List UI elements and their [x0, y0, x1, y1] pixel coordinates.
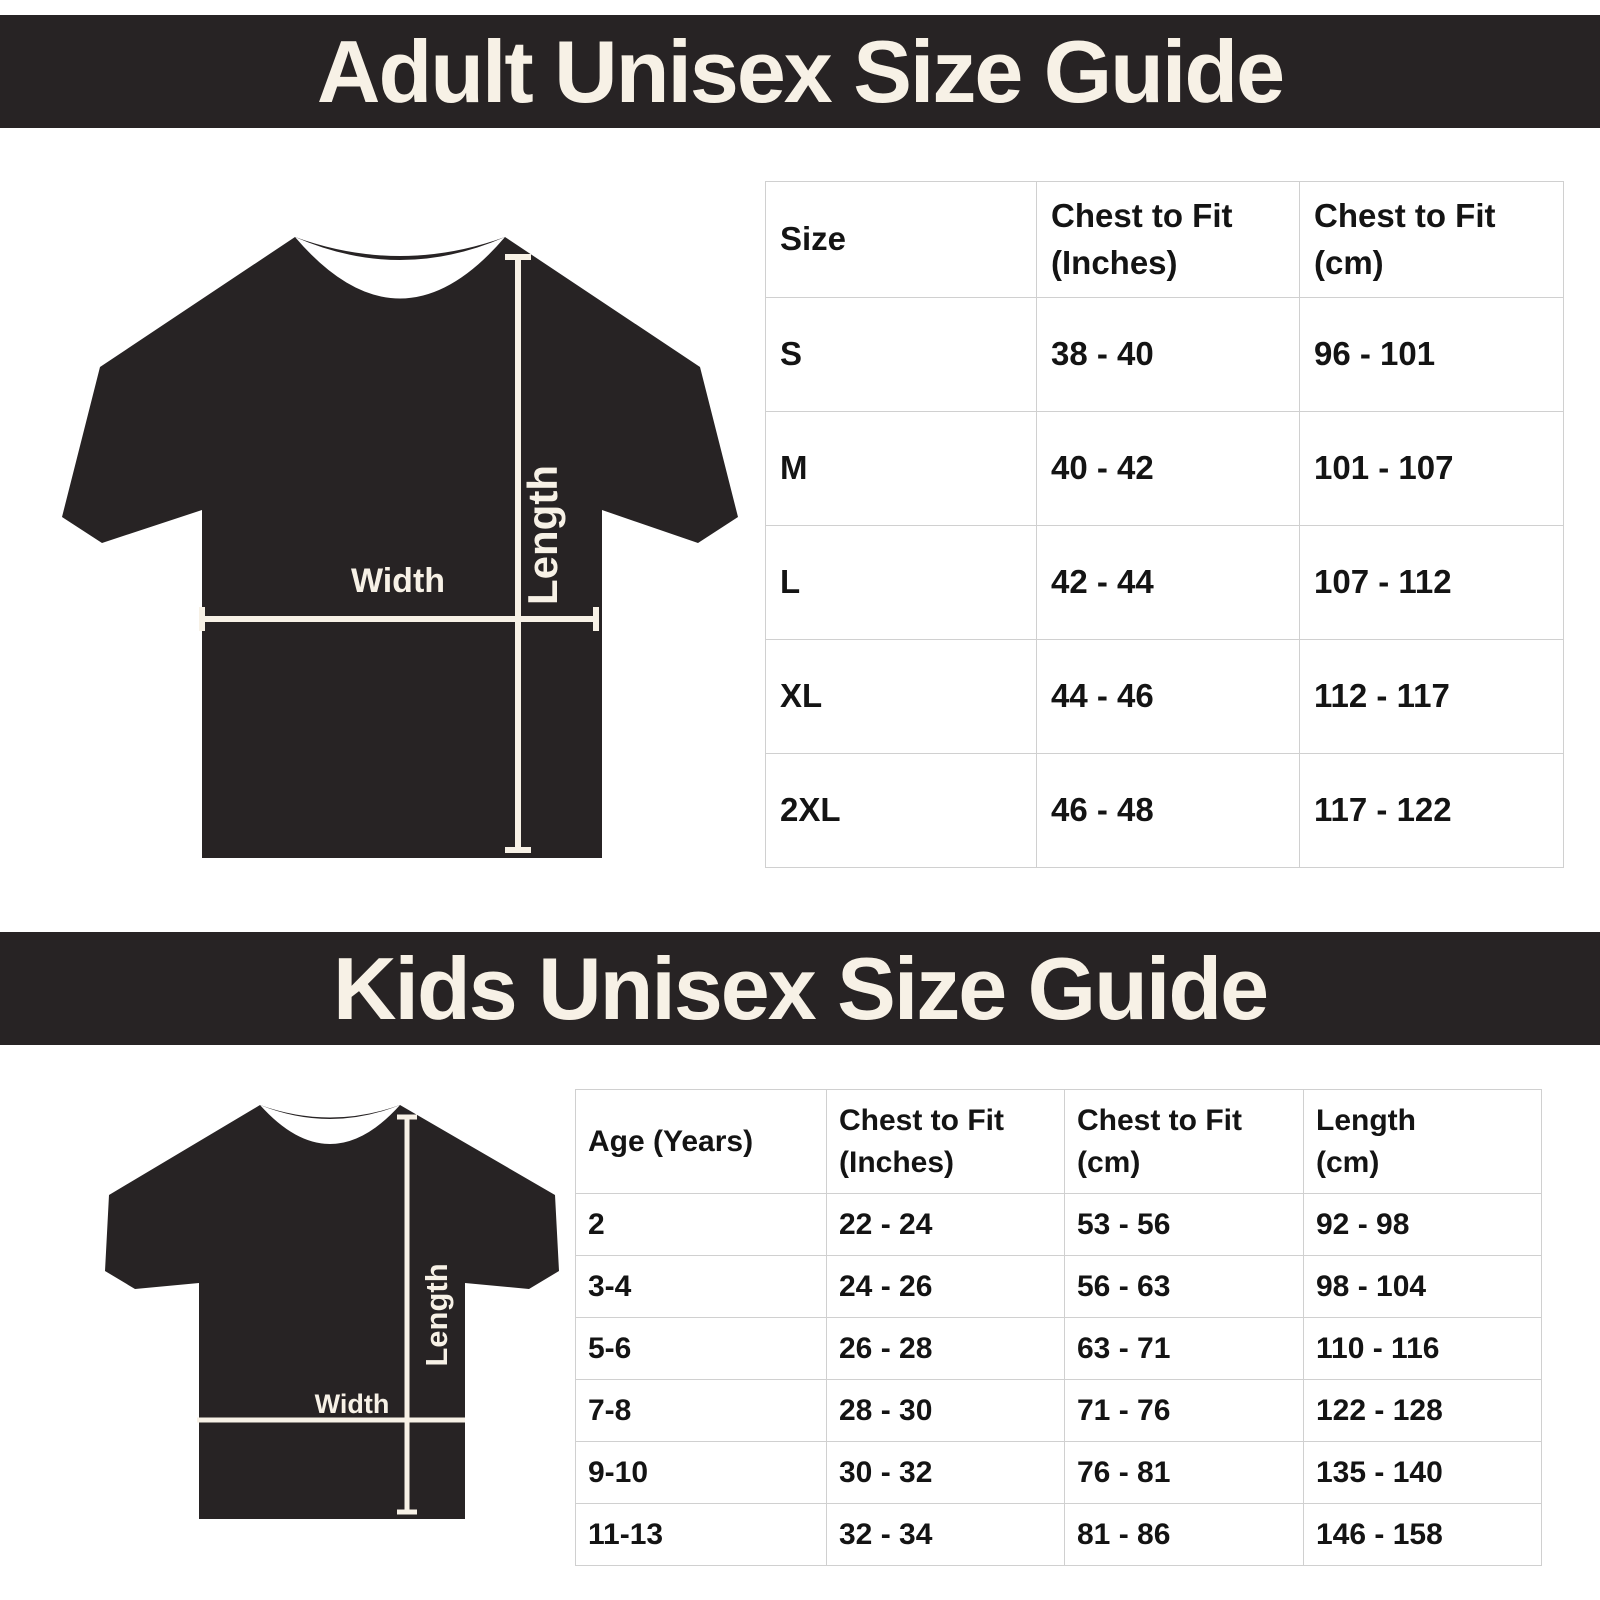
adult-length-label: Length [519, 465, 566, 605]
adult-inches-cell: 42 - 44 [1036, 525, 1300, 640]
adult-banner: Adult Unisex Size Guide [0, 15, 1600, 128]
kids-inches-cell: 22 - 24 [826, 1193, 1065, 1256]
table-row: 9-10 30 - 32 76 - 81 135 - 140 [575, 1441, 1542, 1504]
adult-size-cell: L [765, 525, 1037, 640]
adult-cm-cell: 107 - 112 [1299, 525, 1564, 640]
adult-banner-title: Adult Unisex Size Guide [316, 21, 1285, 121]
kids-cm-cell: 53 - 56 [1064, 1193, 1304, 1256]
kids-banner-title: Kids Unisex Size Guide [332, 938, 1269, 1038]
adult-size-cell: M [765, 411, 1037, 526]
kids-length-cell: 146 - 158 [1303, 1503, 1542, 1566]
table-row: 3-4 24 - 26 56 - 63 98 - 104 [575, 1255, 1542, 1318]
table-row: L 42 - 44 107 - 112 [765, 525, 1564, 640]
kids-tshirt-collar [260, 1105, 400, 1144]
table-row: XL 44 - 46 112 - 117 [765, 639, 1564, 754]
adult-col-chest-cm: Chest to Fit (cm) [1299, 181, 1564, 298]
adult-cm-cell: 117 - 122 [1299, 753, 1564, 868]
kids-cm-cell: 71 - 76 [1064, 1379, 1304, 1442]
kids-age-cell: 5-6 [575, 1317, 827, 1380]
adult-table-header-row: Size Chest to Fit (Inches) Chest to Fit … [765, 181, 1564, 298]
adult-tshirt-collar [295, 237, 505, 299]
kids-age-cell: 11-13 [575, 1503, 827, 1566]
kids-length-cell: 135 - 140 [1303, 1441, 1542, 1504]
adult-col-size: Size [765, 181, 1037, 298]
kids-inches-cell: 28 - 30 [826, 1379, 1065, 1442]
kids-tshirt-silhouette [105, 1105, 559, 1519]
kids-cm-cell: 63 - 71 [1064, 1317, 1304, 1380]
adult-col-chest-inches: Chest to Fit (Inches) [1036, 181, 1300, 298]
kids-age-cell: 3-4 [575, 1255, 827, 1318]
kids-inches-cell: 32 - 34 [826, 1503, 1065, 1566]
adult-size-table: Size Chest to Fit (Inches) Chest to Fit … [765, 181, 1564, 868]
kids-length-cell: 98 - 104 [1303, 1255, 1542, 1318]
adult-size-cell: 2XL [765, 753, 1037, 868]
kids-age-cell: 7-8 [575, 1379, 827, 1442]
kids-cm-cell: 81 - 86 [1064, 1503, 1304, 1566]
kids-length-cell: 92 - 98 [1303, 1193, 1542, 1256]
adult-cm-cell: 112 - 117 [1299, 639, 1564, 754]
kids-col-chest-cm: Chest to Fit (cm) [1064, 1089, 1304, 1194]
kids-inches-cell: 30 - 32 [826, 1441, 1065, 1504]
adult-cm-cell: 96 - 101 [1299, 297, 1564, 412]
table-row: M 40 - 42 101 - 107 [765, 411, 1564, 526]
table-row: 7-8 28 - 30 71 - 76 122 - 128 [575, 1379, 1542, 1442]
adult-size-cell: S [765, 297, 1037, 412]
adult-inches-cell: 38 - 40 [1036, 297, 1300, 412]
adult-size-cell: XL [765, 639, 1037, 754]
adult-cm-cell: 101 - 107 [1299, 411, 1564, 526]
table-row: 11-13 32 - 34 81 - 86 146 - 158 [575, 1503, 1542, 1566]
adult-tshirt-diagram: Width Length [62, 237, 738, 858]
kids-inches-cell: 26 - 28 [826, 1317, 1065, 1380]
adult-inches-cell: 44 - 46 [1036, 639, 1300, 754]
table-row: 2 22 - 24 53 - 56 92 - 98 [575, 1193, 1542, 1256]
kids-width-label: Width [315, 1389, 390, 1419]
kids-col-age: Age (Years) [575, 1089, 827, 1194]
table-row: 2XL 46 - 48 117 - 122 [765, 753, 1564, 868]
kids-cm-cell: 76 - 81 [1064, 1441, 1304, 1504]
kids-age-cell: 2 [575, 1193, 827, 1256]
adult-tshirt-silhouette [62, 237, 738, 858]
table-row: 5-6 26 - 28 63 - 71 110 - 116 [575, 1317, 1542, 1380]
kids-banner: Kids Unisex Size Guide [0, 932, 1600, 1045]
kids-tshirt-diagram: Width Length [105, 1105, 559, 1519]
kids-length-cell: 110 - 116 [1303, 1317, 1542, 1380]
kids-col-length-cm: Length (cm) [1303, 1089, 1542, 1194]
kids-table-header-row: Age (Years) Chest to Fit (Inches) Chest … [575, 1089, 1542, 1194]
kids-cm-cell: 56 - 63 [1064, 1255, 1304, 1318]
kids-age-cell: 9-10 [575, 1441, 827, 1504]
table-row: S 38 - 40 96 - 101 [765, 297, 1564, 412]
adult-inches-cell: 46 - 48 [1036, 753, 1300, 868]
adult-width-label: Width [351, 562, 445, 600]
kids-size-table: Age (Years) Chest to Fit (Inches) Chest … [575, 1089, 1542, 1566]
kids-length-cell: 122 - 128 [1303, 1379, 1542, 1442]
adult-inches-cell: 40 - 42 [1036, 411, 1300, 526]
kids-length-label: Length [419, 1263, 454, 1366]
kids-inches-cell: 24 - 26 [826, 1255, 1065, 1318]
kids-col-chest-inches: Chest to Fit (Inches) [826, 1089, 1065, 1194]
